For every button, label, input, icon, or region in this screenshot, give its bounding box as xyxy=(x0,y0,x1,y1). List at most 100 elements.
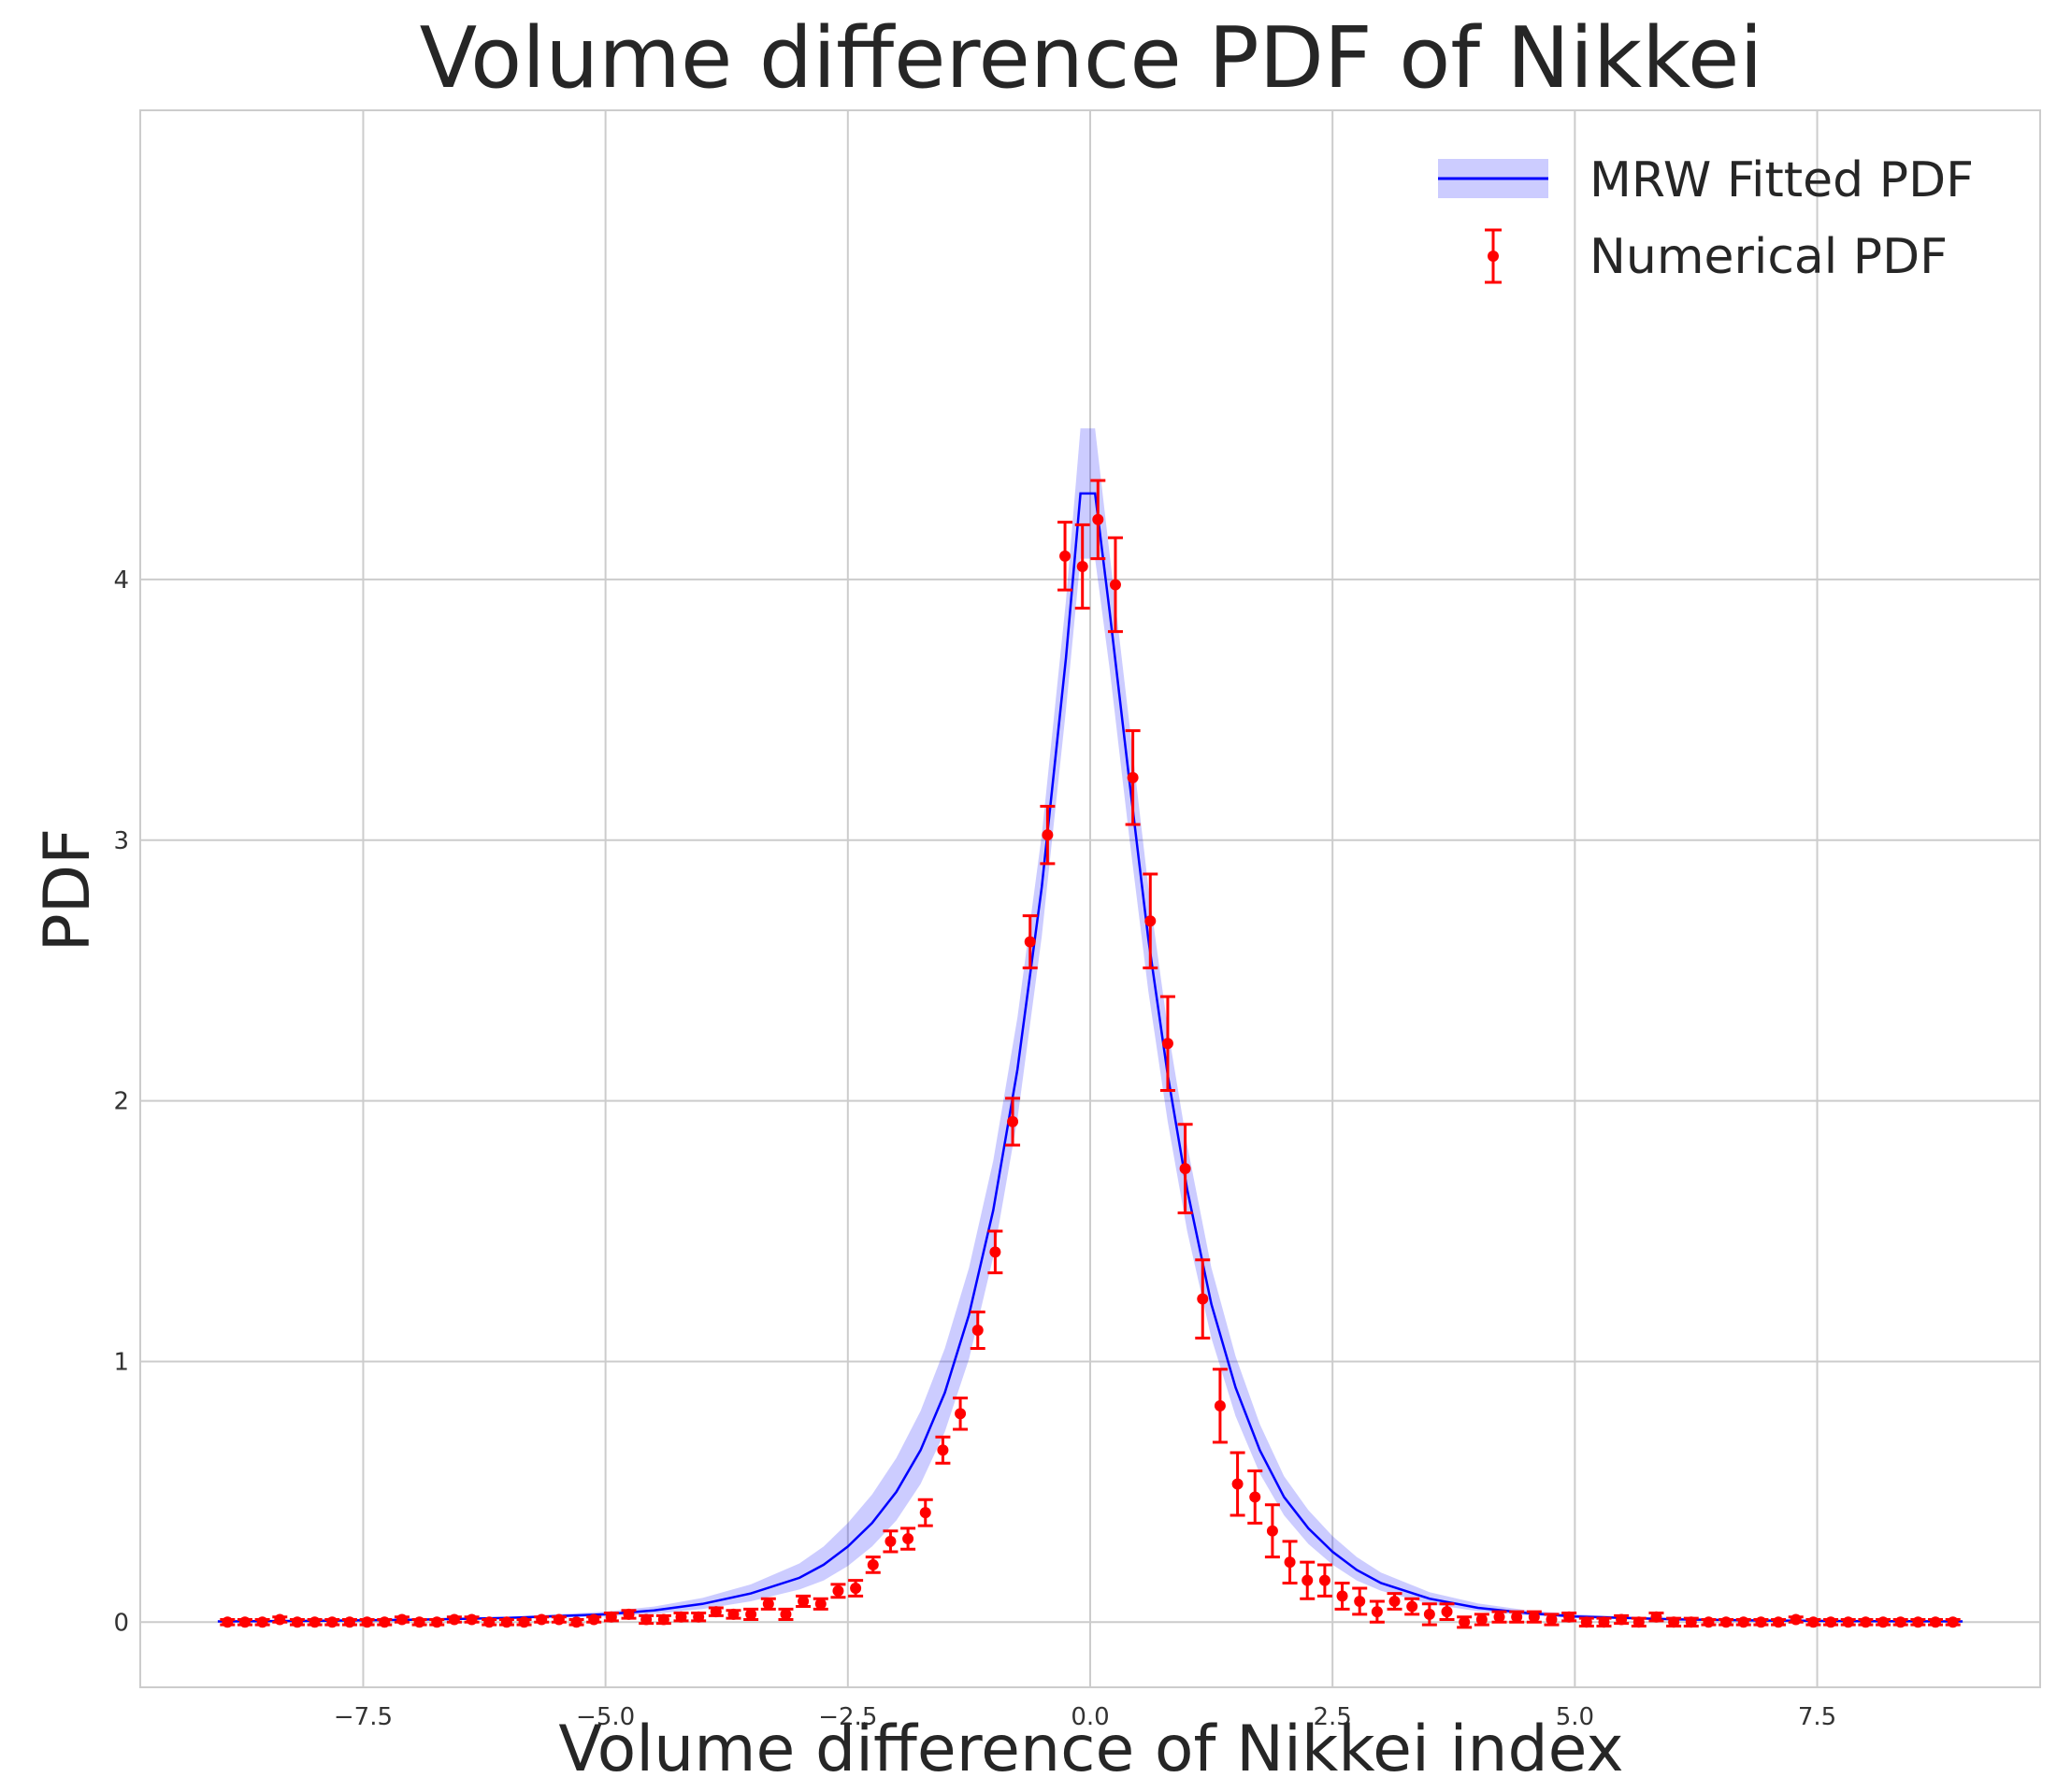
errorbar-marker xyxy=(1755,1616,1767,1628)
errorbar-marker xyxy=(1144,915,1157,927)
errorbar-marker xyxy=(1336,1590,1348,1602)
errorbar-marker xyxy=(396,1613,408,1626)
legend: MRW Fitted PDF Numerical PDF xyxy=(1438,152,1974,285)
errorbar-point xyxy=(1040,805,1056,866)
errorbar-point xyxy=(1282,1540,1298,1584)
errorbar-marker xyxy=(1528,1611,1540,1623)
errorbar-marker xyxy=(1877,1616,1890,1628)
errorbar-point xyxy=(691,1611,707,1623)
errorbar-marker xyxy=(1703,1616,1715,1628)
errorbar-marker xyxy=(1302,1574,1314,1586)
errorbar-point xyxy=(1840,1616,1856,1628)
plot-frame xyxy=(139,109,2041,1688)
errorbar-marker xyxy=(466,1613,478,1626)
errorbar-marker xyxy=(1024,936,1036,948)
errorbar-point xyxy=(1491,1610,1507,1624)
errorbar-point xyxy=(1352,1586,1368,1616)
errorbar-point xyxy=(586,1613,602,1626)
errorbar-marker xyxy=(762,1598,774,1610)
errorbar-point xyxy=(1421,1602,1437,1627)
errorbar-point xyxy=(1474,1613,1489,1627)
errorbar-marker xyxy=(1790,1613,1802,1626)
errorbar-marker xyxy=(1616,1613,1628,1626)
errorbar-point xyxy=(1526,1610,1542,1624)
errorbar-marker xyxy=(902,1533,914,1545)
x-tick-label: 7.5 xyxy=(1798,1703,1836,1731)
errorbar-point xyxy=(726,1608,741,1620)
errorbar-point xyxy=(1578,1616,1594,1628)
errorbar-marker xyxy=(693,1611,705,1623)
errorbar-point xyxy=(411,1616,427,1628)
y-tick-label: 3 xyxy=(113,827,129,855)
errorbar-point xyxy=(917,1498,933,1527)
errorbar-point xyxy=(1074,523,1090,610)
errorbar-point xyxy=(1876,1616,1891,1628)
errorbar-point xyxy=(900,1527,916,1551)
errorbar-marker xyxy=(1773,1616,1785,1628)
errorbar-point xyxy=(1596,1616,1612,1628)
errorbar-marker xyxy=(1284,1556,1296,1569)
errorbar-point xyxy=(743,1607,759,1622)
errorbar-point xyxy=(1230,1451,1245,1517)
errorbar-marker xyxy=(675,1611,687,1623)
errorbar-marker xyxy=(1007,1115,1019,1127)
errorbar-point xyxy=(1892,1616,1908,1628)
errorbar-marker xyxy=(657,1613,669,1626)
errorbar-point xyxy=(1945,1616,1961,1628)
errorbar-point xyxy=(446,1613,462,1626)
fit-line-layer xyxy=(217,492,1963,1623)
errorbar-marker xyxy=(483,1616,496,1628)
errorbar-marker xyxy=(222,1616,234,1628)
errorbar-point xyxy=(359,1616,375,1628)
errorbar-point xyxy=(254,1616,270,1628)
errorbar-marker xyxy=(989,1246,1001,1258)
errorbar-point xyxy=(516,1616,532,1628)
errorbar-marker xyxy=(605,1611,617,1623)
errorbar-point xyxy=(482,1616,497,1628)
errorbar-point xyxy=(1928,1616,1944,1628)
errorbar-point xyxy=(1509,1610,1525,1624)
errorbar-point xyxy=(1125,729,1141,826)
errorbar-point xyxy=(1057,521,1073,592)
errorbar-marker xyxy=(1197,1293,1209,1305)
errorbar-marker xyxy=(955,1408,967,1420)
x-tick-label: 0.0 xyxy=(1071,1703,1109,1731)
errorbar-point xyxy=(1544,1613,1560,1627)
errorbar-marker xyxy=(798,1595,810,1607)
errorbar-point xyxy=(796,1594,812,1609)
errorbar-marker xyxy=(1371,1606,1383,1618)
errorbar-point xyxy=(1735,1616,1751,1628)
errorbar-point xyxy=(237,1616,252,1628)
errorbar-marker xyxy=(1825,1616,1837,1628)
errorbar-point xyxy=(1719,1616,1734,1628)
errorbar-marker xyxy=(745,1608,757,1620)
errorbar-layer xyxy=(220,479,1961,1629)
errorbar-point xyxy=(1090,479,1106,561)
errorbar-marker xyxy=(1842,1616,1854,1628)
errorbar-marker xyxy=(238,1616,251,1628)
errorbar-point xyxy=(987,1229,1003,1275)
errorbar-marker xyxy=(1580,1616,1592,1628)
chart-title: Volume difference PDF of Nikkei xyxy=(420,9,1763,108)
legend-errorbar-marker xyxy=(1488,251,1499,262)
x-tick-label: 5.0 xyxy=(1556,1703,1594,1731)
errorbar-marker xyxy=(1894,1616,1906,1628)
errorbar-marker xyxy=(500,1616,512,1628)
errorbar-marker xyxy=(727,1608,740,1620)
errorbar-marker xyxy=(1563,1611,1575,1623)
errorbar-point xyxy=(1247,1469,1263,1525)
errorbar-marker xyxy=(1632,1616,1645,1628)
errorbar-marker xyxy=(1912,1616,1924,1628)
errorbar-marker xyxy=(1127,771,1139,783)
errorbar-point xyxy=(1805,1616,1821,1628)
errorbar-point xyxy=(1005,1097,1021,1147)
errorbar-marker xyxy=(291,1616,303,1628)
errorbar-point xyxy=(1683,1616,1699,1628)
y-tick-label: 2 xyxy=(113,1088,129,1116)
errorbar-point xyxy=(498,1616,514,1628)
errorbar-marker xyxy=(1459,1616,1471,1628)
errorbar-marker xyxy=(1059,550,1071,562)
errorbar-marker xyxy=(413,1616,425,1628)
errorbar-marker xyxy=(1546,1613,1558,1626)
